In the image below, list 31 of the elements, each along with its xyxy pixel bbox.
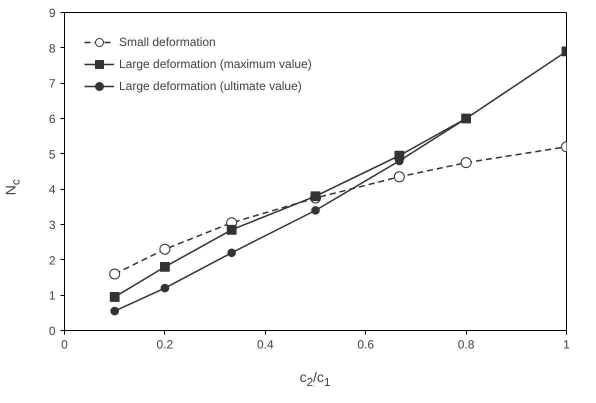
point [460,157,472,168]
x-tick-label: 0.6 [357,338,374,352]
y-tick-label: 8 [48,41,56,56]
x-tick-label: 0 [61,338,68,352]
point [109,268,120,280]
x-tick-label: 0.8 [458,338,475,352]
y-tick-label: 0 [48,324,56,338]
legend-label: Large deformation (ultimate value) [119,79,302,93]
point [160,284,170,292]
y-tick-label: 4 [48,182,56,197]
y-tick-label: 9 [48,6,56,20]
point [226,224,237,235]
x-tick-label: 1 [563,338,570,352]
x-axis-title: c$_{2}$/c$_{1}$ [298,368,332,391]
legend-label: Small deformation [119,35,216,49]
y-tick-label: 7 [48,76,56,91]
point [394,171,405,182]
y-tick-label: 2 [48,253,56,268]
point [311,206,320,215]
y-tick-label: 1 [48,288,56,303]
legend-label: Large deformation (maximum value) [119,57,312,71]
y-tick-label: 6 [48,112,56,126]
x-tick-label: 0.4 [256,338,274,352]
point [227,248,236,258]
point [159,244,170,255]
y-tick-label: 5 [48,147,56,162]
point [110,292,120,302]
x-tick-label: 0.2 [156,338,174,352]
point [160,262,170,272]
point [110,306,119,316]
y-tick-label: 3 [48,218,56,232]
